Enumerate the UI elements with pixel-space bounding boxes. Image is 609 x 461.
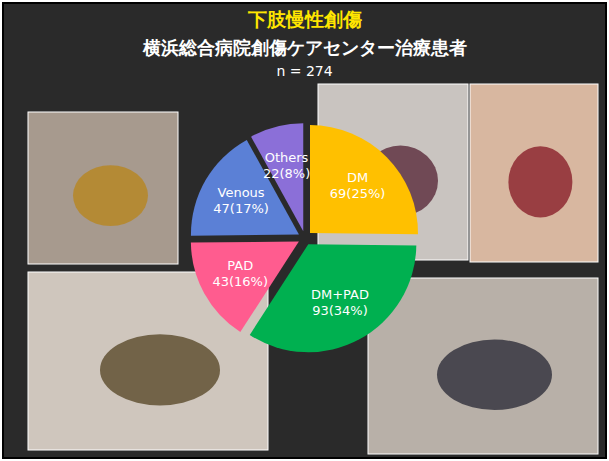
data-label: Venous47(17%) [213,185,269,216]
data-label: PAD43(16%) [212,258,268,289]
data-labels: DM69(25%) DM+PAD93(34%) PAD43(16%) Venous47… [212,150,385,318]
photo [470,84,598,262]
slice-category: Venous [218,185,265,200]
slice-value: 47(17%) [213,201,269,216]
photo [28,112,178,264]
photo-detail [437,340,552,410]
slide-background [3,3,606,458]
annotation: n = 274 [276,63,332,79]
data-label: DM+PAD93(34%) [311,287,369,318]
pie-slice [191,241,299,332]
slice-value: 22(8%) [263,166,310,181]
pie-slice [310,125,418,234]
subtitle: 横浜総合病院創傷ケアセンター治療患者 [142,37,467,58]
data-label: Others22(8%) [263,150,310,181]
data-label: DM69(25%) [330,170,386,201]
slice-category: PAD [227,258,253,273]
page [0,0,609,461]
slice-value: 93(34%) [312,303,368,318]
title: 下肢慢性創傷 [247,8,362,30]
slice-category: DM+PAD [311,287,369,302]
slice-value: 69(25%) [330,186,386,201]
photos [28,84,598,454]
photo-detail [100,334,220,405]
photo-detail [508,146,572,217]
slice-value: 43(16%) [212,274,268,289]
slice-category: Others [265,150,309,165]
photo-detail [73,165,148,226]
pie: DM69(25%) DM+PAD93(34%) PAD43(16%) Venous47… [191,123,418,352]
photo [368,278,598,454]
slice-category: DM [347,170,368,185]
chart: 下肢慢性創傷横浜総合病院創傷ケアセンター治療患者 n = 274 DM69(25%)… [0,0,609,461]
